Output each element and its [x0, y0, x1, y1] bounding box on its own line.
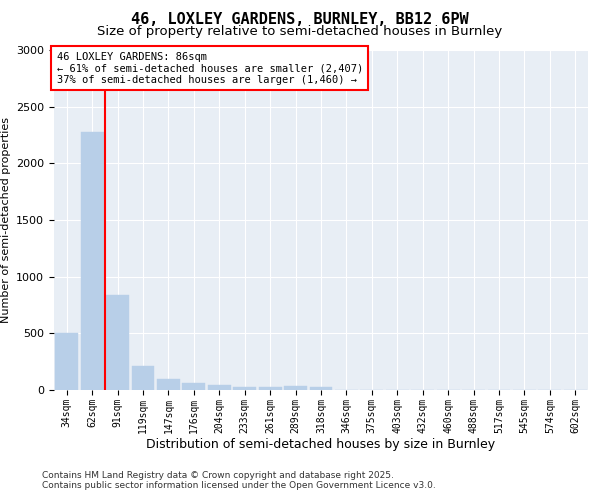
X-axis label: Distribution of semi-detached houses by size in Burnley: Distribution of semi-detached houses by …: [146, 438, 496, 452]
Bar: [259, 387, 281, 390]
Bar: [284, 386, 307, 390]
Bar: [106, 295, 129, 390]
Bar: [131, 366, 154, 390]
Bar: [233, 386, 256, 390]
Bar: [208, 386, 231, 390]
Text: 46 LOXLEY GARDENS: 86sqm
← 61% of semi-detached houses are smaller (2,407)
37% o: 46 LOXLEY GARDENS: 86sqm ← 61% of semi-d…: [56, 52, 363, 85]
Y-axis label: Number of semi-detached properties: Number of semi-detached properties: [1, 117, 11, 323]
Bar: [310, 386, 332, 390]
Bar: [55, 334, 78, 390]
Text: 46, LOXLEY GARDENS, BURNLEY, BB12 6PW: 46, LOXLEY GARDENS, BURNLEY, BB12 6PW: [131, 12, 469, 28]
Bar: [80, 132, 104, 390]
Text: Size of property relative to semi-detached houses in Burnley: Size of property relative to semi-detach…: [97, 25, 503, 38]
Bar: [157, 378, 180, 390]
Text: Contains HM Land Registry data © Crown copyright and database right 2025.
Contai: Contains HM Land Registry data © Crown c…: [42, 470, 436, 490]
Bar: [182, 383, 205, 390]
